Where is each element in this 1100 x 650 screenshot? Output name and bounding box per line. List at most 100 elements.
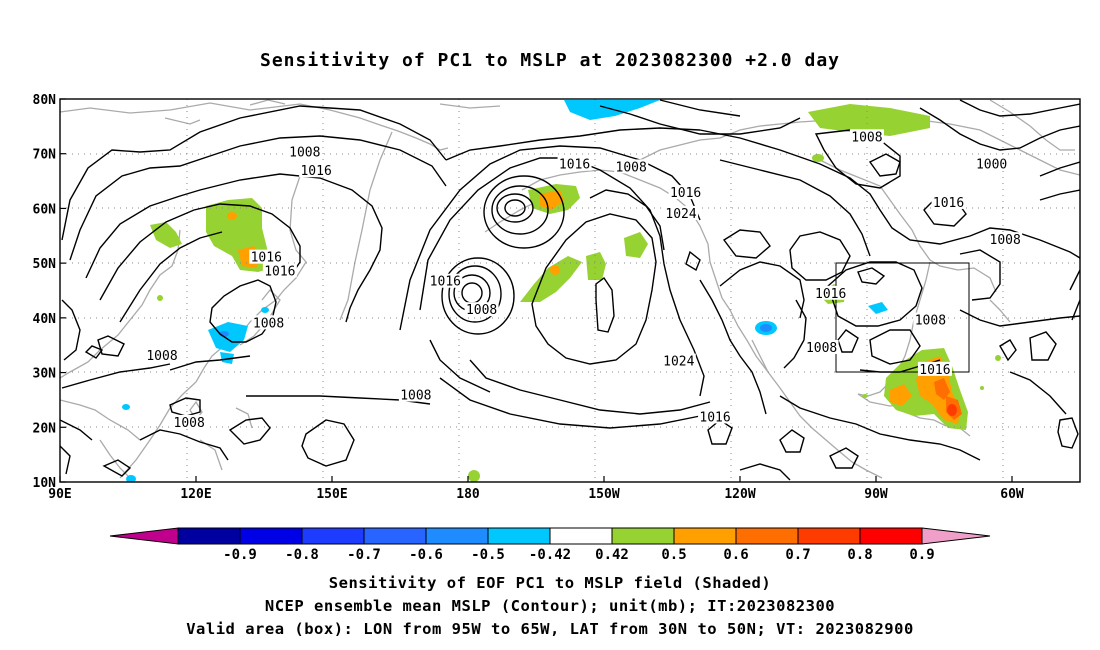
contour-label-bg: [813, 285, 848, 300]
contour-label-bg: [398, 387, 433, 402]
contour-label: 1008: [806, 341, 837, 356]
colorbar-label: 0.9: [909, 547, 934, 563]
colorbar-label: -0.9: [223, 547, 257, 563]
contour-label: 1016: [300, 164, 331, 179]
contour-label: 1016: [919, 363, 950, 378]
contour-label: 1016: [251, 251, 282, 266]
colorbar-cell: [735, 527, 799, 545]
lon-tick-label: 150W: [588, 487, 619, 502]
contour-label: 1016: [699, 410, 730, 425]
colorbar-cell: [549, 527, 613, 545]
contour-label: 1008: [466, 303, 497, 318]
lat-tick-label: 40N: [33, 312, 57, 327]
contour-label-bg: [145, 348, 179, 363]
colorbar-label: -0.8: [285, 547, 319, 563]
lat-tick-label: 80N: [33, 93, 57, 108]
contour-label-bg: [849, 129, 884, 144]
contour-label-bg: [557, 156, 592, 171]
colorbar-label: -0.42: [529, 547, 571, 563]
lon-tick-label: 60W: [1000, 487, 1024, 502]
lat-tick-label: 70N: [33, 148, 57, 163]
contour-label-bg: [251, 315, 286, 330]
contour-label: 1000: [976, 158, 1007, 173]
contour-label-bg: [299, 163, 334, 178]
colorbar-cell: [673, 527, 737, 545]
colorbar-label: -0.5: [471, 547, 505, 563]
colorbar-cell: [425, 527, 489, 545]
contour-label-bg: [988, 232, 1023, 247]
contour-label: 1008: [253, 316, 284, 331]
contour-label-bg: [974, 156, 1009, 171]
lat-tick-labels: 10N 20N 30N 40N 50N 60N 70N 80N: [33, 93, 66, 491]
colorbar-label: 0.6: [723, 547, 748, 563]
lon-tick-label: 120E: [180, 487, 211, 502]
lon-tick-label: 90W: [864, 487, 888, 502]
grid-lines: [60, 99, 1080, 482]
lat-tick-label: 30N: [33, 367, 57, 382]
contour-label-bg: [287, 144, 322, 159]
lon-tick-label: 90E: [48, 487, 71, 502]
colorbar-cell: [797, 527, 861, 545]
caption-contour: NCEP ensemble mean MSLP (Contour); unit(…: [264, 597, 836, 615]
colorbar-label: 0.8: [847, 547, 872, 563]
contour-label: 1008: [915, 314, 946, 329]
contour-label-bg: [698, 409, 733, 424]
colorbar-cell: [487, 527, 551, 545]
contour-label-bg: [804, 339, 839, 354]
contour-label-bg: [931, 194, 966, 209]
lon-tick-labels: 90E 120E 150E 180 150W 120W 90W 60W: [48, 476, 1024, 502]
colorbar-cell: [177, 527, 241, 545]
contour-label: 1016: [670, 186, 701, 201]
contour-label: 1008: [174, 416, 205, 431]
contour-label: 1016: [933, 196, 964, 211]
contour-label-bg: [614, 159, 649, 174]
colorbar-cell: [363, 527, 427, 545]
contour-label-bg: [917, 361, 952, 376]
colorbar-label: -0.7: [347, 547, 381, 563]
colorbar-label: 0.7: [785, 547, 810, 563]
coastlines: [60, 99, 1080, 479]
contour-label: 1008: [400, 389, 431, 404]
colorbar-label: 0.42: [595, 547, 629, 563]
contour-label-bg: [428, 273, 463, 288]
contour-label-bg: [262, 263, 297, 278]
contour-labels: 1008101610161016100810081008100810161016…: [145, 129, 1023, 431]
colorbar-min-arrow: [109, 527, 179, 545]
colorbar-label: 0.5: [661, 547, 686, 563]
lat-tick-label: 20N: [33, 421, 57, 436]
colorbar-cell: [611, 527, 675, 545]
colorbar-max-arrow: [921, 527, 991, 545]
lon-tick-label: 150E: [316, 487, 347, 502]
contour-label: 1016: [815, 287, 846, 302]
contour-label-bg: [172, 414, 207, 429]
chart-title: Sensitivity of PC1 to MSLP at 2023082300…: [259, 50, 840, 71]
contour-label: 1024: [665, 207, 696, 222]
contour-label-bg: [664, 205, 699, 220]
contour-label: 1008: [851, 130, 882, 145]
contour-label-bg: [464, 302, 499, 317]
contour-label-bg: [668, 185, 703, 200]
contour-label: 1024: [663, 355, 694, 370]
lon-tick-label: 120W: [724, 487, 755, 502]
caption-valid-area: Valid area (box): LON from 95W to 65W, L…: [186, 620, 914, 638]
contour-label-bg: [661, 353, 696, 368]
contour-label: 1016: [430, 275, 461, 290]
contour-label: 1008: [146, 349, 177, 364]
colorbar-label: -0.6: [409, 547, 443, 563]
contour-label: 1008: [990, 233, 1021, 248]
contour-label: 1008: [289, 146, 320, 161]
valid-area-box: [835, 262, 970, 373]
contour-label: 1008: [616, 160, 647, 175]
lat-tick-label: 50N: [33, 257, 57, 272]
caption-shading: Sensitivity of EOF PC1 to MSLP field (Sh…: [328, 574, 772, 592]
map-frame: [59, 98, 1081, 483]
contour-label: 1016: [264, 264, 295, 279]
colorbar-cell: [859, 527, 923, 545]
contour-label-bg: [249, 249, 284, 264]
contour-label: 1016: [559, 158, 590, 173]
lon-tick-label: 180: [456, 487, 480, 502]
lat-tick-label: 10N: [33, 476, 57, 491]
colorbar: -0.9 -0.8 -0.7 -0.6 -0.5 -0.42 0.42 0.5 0.6 0.7 0.…: [109, 527, 991, 563]
lat-tick-label: 60N: [33, 202, 57, 217]
